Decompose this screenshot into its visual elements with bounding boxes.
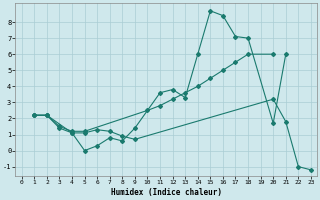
X-axis label: Humidex (Indice chaleur): Humidex (Indice chaleur) [111, 188, 222, 197]
